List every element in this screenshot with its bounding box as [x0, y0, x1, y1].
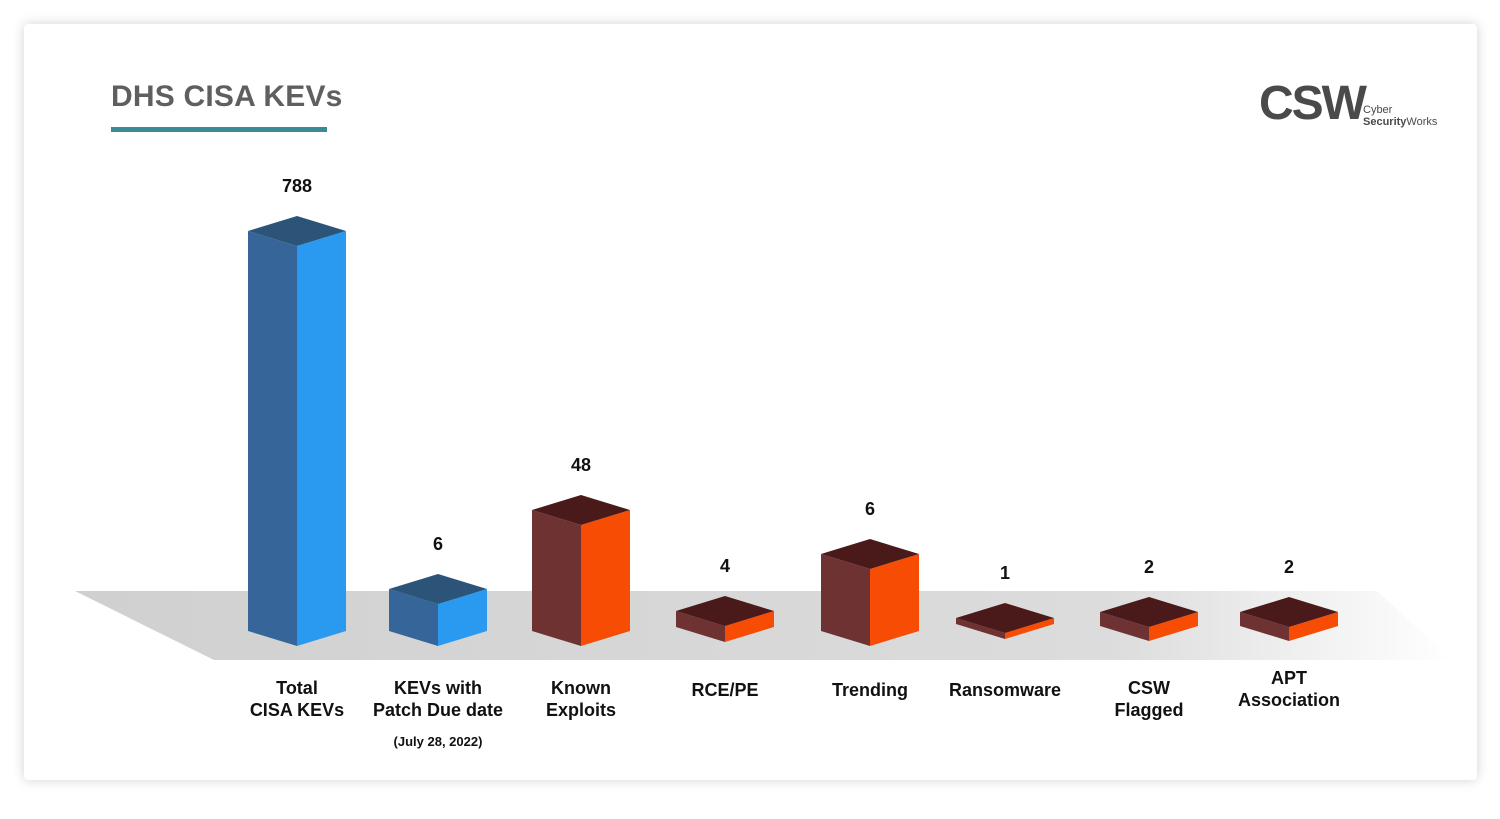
bar-side-5	[956, 618, 1005, 639]
bar-side-4	[821, 554, 870, 646]
bar-top-6	[1100, 597, 1198, 627]
bar-front-7	[1289, 612, 1338, 641]
bar-top-2	[532, 495, 630, 525]
bar-4	[821, 539, 919, 646]
logo-text-rest: Works	[1406, 116, 1438, 128]
bar-front-2	[581, 510, 630, 646]
category-label-0-1: CISA KEVs	[250, 700, 344, 720]
chart-card: DHS CISA KEVs CSW Cyber SecurityWorks 78…	[24, 24, 1477, 780]
category-label-7-0: APT	[1271, 668, 1307, 688]
logo-text-line2: SecurityWorks	[1363, 116, 1437, 128]
category-label-6-1: Flagged	[1114, 700, 1183, 720]
bar-top-7	[1240, 597, 1338, 627]
bar-front-3	[725, 611, 774, 642]
bar-6	[1100, 597, 1198, 641]
bar-side-1	[389, 589, 438, 646]
value-label-4: 6	[865, 499, 875, 519]
bar-side-3	[676, 611, 725, 642]
bar-front-0	[297, 231, 346, 646]
category-label-5-0: Ransomware	[949, 680, 1061, 700]
value-label-5: 1	[1000, 563, 1010, 583]
category-note-1: (July 28, 2022)	[394, 734, 483, 749]
category-label-2-0: Known	[551, 678, 611, 698]
value-label-3: 4	[720, 556, 730, 576]
value-label-0: 788	[282, 176, 312, 196]
value-label-2: 48	[571, 455, 591, 475]
category-label-6-0: CSW	[1128, 678, 1170, 698]
category-label-1-1: Patch Due date	[373, 700, 503, 720]
bar-7	[1240, 597, 1338, 641]
bar-top-5	[956, 603, 1054, 633]
bar-side-6	[1100, 612, 1149, 641]
bar-front-5	[1005, 618, 1054, 639]
bar-front-4	[870, 554, 919, 646]
bar-0	[248, 216, 346, 646]
csw-logo: CSW Cyber SecurityWorks	[1259, 78, 1439, 134]
title-underline	[111, 127, 327, 132]
bar-top-1	[389, 574, 487, 604]
bar-top-3	[676, 596, 774, 626]
chart-title: DHS CISA KEVs	[111, 80, 343, 113]
bar-side-7	[1240, 612, 1289, 641]
logo-text-bold: Security	[1363, 116, 1407, 128]
category-label-0-0: Total	[276, 678, 318, 698]
value-label-1: 6	[433, 534, 443, 554]
value-label-6: 2	[1144, 557, 1154, 577]
bar-2	[532, 495, 630, 646]
category-label-7-1: Association	[1238, 690, 1340, 710]
category-label-1-0: KEVs with	[394, 678, 482, 698]
bars-group	[248, 216, 1338, 646]
bar-5	[956, 603, 1054, 639]
bar-side-0	[248, 231, 297, 646]
bar-top-4	[821, 539, 919, 569]
bar-front-1	[438, 589, 487, 646]
logo-mark: CSW	[1259, 77, 1367, 130]
value-label-7: 2	[1284, 557, 1294, 577]
bar-1	[389, 574, 487, 646]
category-label-3-0: RCE/PE	[691, 680, 758, 700]
bar-3	[676, 596, 774, 642]
category-label-4-0: Trending	[832, 680, 908, 700]
bar-front-6	[1149, 612, 1198, 641]
logo-text-line1: Cyber	[1363, 104, 1393, 116]
bar-side-2	[532, 510, 581, 646]
bar-top-0	[248, 216, 346, 246]
category-label-2-1: Exploits	[546, 700, 616, 720]
